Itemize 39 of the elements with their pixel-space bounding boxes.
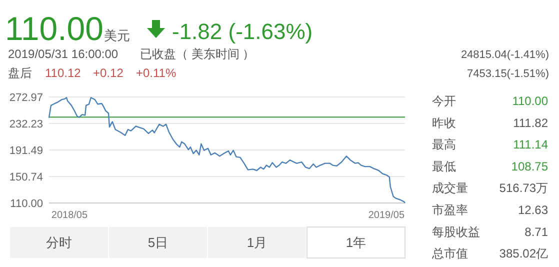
text: 12.63 [518, 203, 548, 217]
tab: 1年 [306, 226, 406, 258]
text: 111.14 [513, 138, 548, 152]
y-tick-label: 191.49 [9, 144, 43, 157]
text: 每股收益 [432, 224, 480, 239]
x-tick-label: 2018/05 [51, 210, 88, 221]
text: 8.71 [524, 224, 548, 239]
text: 108.75 [511, 159, 548, 174]
text: -1.82 (-1.63%) [172, 19, 313, 44]
text: 今开 [432, 94, 456, 108]
text: 24815.04(-1.41%) [460, 49, 549, 61]
text: 美元 [104, 28, 130, 43]
text: 最高 [432, 138, 456, 152]
text: 市盈率 [432, 203, 468, 217]
text: 成交量 [432, 181, 468, 196]
text: +0.11% [136, 66, 176, 80]
text: 昨收 [432, 116, 456, 130]
line-series [48, 97, 406, 204]
tab: 分时 [10, 227, 108, 258]
y-tick-label: 232.23 [9, 118, 43, 130]
text: 111.82 [513, 116, 548, 130]
text: 110.00 [512, 94, 548, 108]
text: 385.02亿 [499, 246, 548, 261]
text: 已收盘 [140, 47, 176, 61]
text: +0.12 [93, 66, 124, 80]
y-tick-label: 150.74 [9, 172, 43, 184]
x-tick-label: 2019/05 [368, 210, 405, 221]
text: 2019/05/31 16:00:00 [8, 47, 118, 61]
text: 盘后 [8, 66, 32, 80]
text: 7453.15(-1.51%) [467, 68, 549, 80]
text: （ 美东时间 ） [176, 47, 255, 61]
text: 110.12 [45, 66, 82, 80]
text: 516.73万 [499, 181, 548, 196]
tab: 1月 [208, 227, 306, 258]
text: 最低 [432, 159, 456, 174]
y-tick-label: 272.97 [9, 92, 43, 104]
text: 总市值 [431, 246, 468, 261]
tab: 5日 [109, 227, 207, 258]
y-tick-label: 110.00 [10, 198, 43, 210]
